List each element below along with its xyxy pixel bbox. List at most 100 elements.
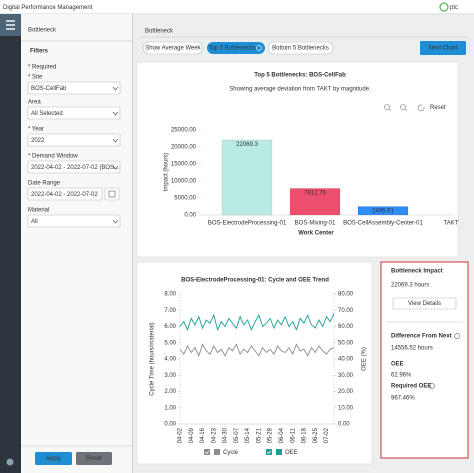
x-tick-label: 06-11: [290, 427, 296, 443]
x-tick-label: 06-04: [279, 427, 285, 443]
view-details-button[interactable]: [392, 297, 457, 310]
dropdown-arrow: [112, 165, 119, 170]
field-input[interactable]: [27, 187, 103, 201]
field-value: BOS-CellFab: [31, 86, 67, 92]
required-note: * Required: [28, 65, 56, 71]
required-oee-value: 967.46%: [391, 396, 415, 402]
check-icon: [256, 45, 262, 51]
value-label: 2496.91: [372, 209, 394, 215]
zoom-tools: [384, 104, 425, 112]
x-tick-label: BOS-Mixing-01: [295, 221, 336, 227]
field-label: * Demand Window: [28, 154, 78, 160]
bar[interactable]: [221, 139, 273, 216]
menu-icon: [6, 20, 15, 30]
dropdown-arrow: [112, 86, 119, 91]
field-input[interactable]: [27, 160, 121, 174]
y2-tick-label: 0.00: [338, 422, 350, 428]
dropdown-arrow: [112, 111, 119, 116]
value-label-bg: [372, 207, 394, 215]
series-line: [179, 343, 335, 357]
info-icon[interactable]: [454, 333, 460, 339]
field-label: Area: [28, 100, 41, 106]
y-axis-label: Impact (hours): [164, 153, 170, 192]
legend-checkbox[interactable]: [266, 449, 272, 455]
field-label: * Year: [28, 127, 44, 133]
legend-swatch: [214, 449, 220, 455]
tab[interactable]: [142, 41, 204, 55]
reset-button[interactable]: [76, 452, 112, 465]
field-value: 2022-04-02 - 2022-07-02: [31, 192, 98, 198]
next-chart-button[interactable]: [420, 41, 466, 55]
x-tick-label: 04-23: [211, 427, 217, 443]
legend-swatch: [276, 449, 282, 455]
required-oee-label: Required OEE: [391, 384, 431, 390]
tab-label: Bottom 5 Bottlenecks: [272, 46, 329, 52]
y-tick-label: 7.00: [164, 308, 176, 314]
y-tick-label: 0.00: [184, 213, 196, 219]
x-tick-label: 06-18: [302, 427, 308, 443]
impact-panel: [380, 261, 469, 459]
x-tick-label: 05-28: [268, 427, 274, 443]
legend-checkbox[interactable]: [204, 449, 210, 455]
y2-tick-label: 50.00: [338, 340, 354, 346]
header: [0, 0, 474, 14]
y-axis-label: Cycle Time (hours/material): [150, 322, 156, 395]
nav-icon[interactable]: [6, 458, 14, 466]
field-label: Date Range: [28, 181, 61, 187]
x-tick-label: 04-16: [200, 427, 206, 443]
chart-subtitle: Showing average deviation from TAKT by m…: [229, 87, 371, 93]
oee-label: OEE: [391, 362, 404, 368]
series-line: [179, 313, 335, 332]
field-input[interactable]: [27, 106, 121, 120]
field-input[interactable]: [27, 214, 121, 228]
y-tick-label: 6.00: [164, 324, 176, 330]
y-tick-label: 0.00: [164, 422, 176, 428]
x-tick-label: 05-21: [256, 427, 262, 443]
x-tick-label: BOS-ElectrodeProcessing-01: [208, 221, 287, 227]
x-tick-label: 07-02: [324, 427, 330, 443]
page-title: Bottleneck: [28, 28, 57, 34]
x-tick-label: 05-07: [234, 427, 240, 443]
tab-label: Show Average Week: [145, 46, 201, 52]
x-tick-label: TAKT: [444, 221, 459, 227]
y2-tick-label: 60.00: [338, 324, 354, 330]
y2-tick-label: 20.00: [338, 389, 354, 395]
apply-button[interactable]: [35, 452, 72, 465]
y-tick-label: 5.00: [164, 340, 176, 346]
reset-zoom[interactable]: Reset: [430, 105, 446, 111]
reset-label: Reset: [86, 456, 102, 462]
field-value: 2022-04-02 - 2022-07-02 (BOS...: [31, 165, 119, 171]
field-input[interactable]: [27, 81, 121, 95]
y2-tick-label: 10.00: [338, 405, 354, 411]
field-label: * Site: [28, 75, 43, 81]
value-label: 22069.3: [236, 142, 258, 148]
app-title: Digital Performance Management: [3, 5, 93, 11]
field-value: 2022: [31, 138, 45, 144]
dropdown-arrow: [112, 219, 119, 224]
field-value: All: [31, 219, 38, 225]
line-card: [136, 261, 373, 465]
value-label-bg: [304, 189, 326, 197]
field-input[interactable]: [27, 133, 121, 147]
y-tick-label: 4.00: [164, 357, 176, 363]
calendar-button[interactable]: [104, 187, 120, 201]
y2-tick-label: 30.00: [338, 373, 354, 379]
y2-axis-label: OEE (%): [362, 347, 368, 371]
chart-title: Top 5 Bottlenecks: BOS-CellFab: [254, 73, 346, 79]
info-icon[interactable]: [429, 383, 435, 389]
y-tick-label: 25000.00: [171, 128, 197, 134]
y2-tick-label: 40.00: [338, 357, 354, 363]
tab-active[interactable]: [207, 42, 265, 54]
impact-value: 22069.3 hours: [391, 283, 429, 289]
x-tick-label: 04-09: [189, 427, 195, 443]
y-tick-label: 2.00: [164, 389, 176, 395]
chart-title: BOS-ElectrodeProcessing-01: Cycle and OE…: [181, 278, 329, 284]
breadcrumb[interactable]: Bottleneck: [145, 29, 174, 35]
nav-rail: [0, 14, 21, 473]
x-axis-label: Work Center: [298, 231, 334, 237]
filters-title: Filters: [30, 49, 49, 55]
tab-label: Top 5 Bottlenecks: [208, 46, 255, 52]
tab[interactable]: [267, 41, 334, 55]
legend-check: [266, 450, 272, 455]
